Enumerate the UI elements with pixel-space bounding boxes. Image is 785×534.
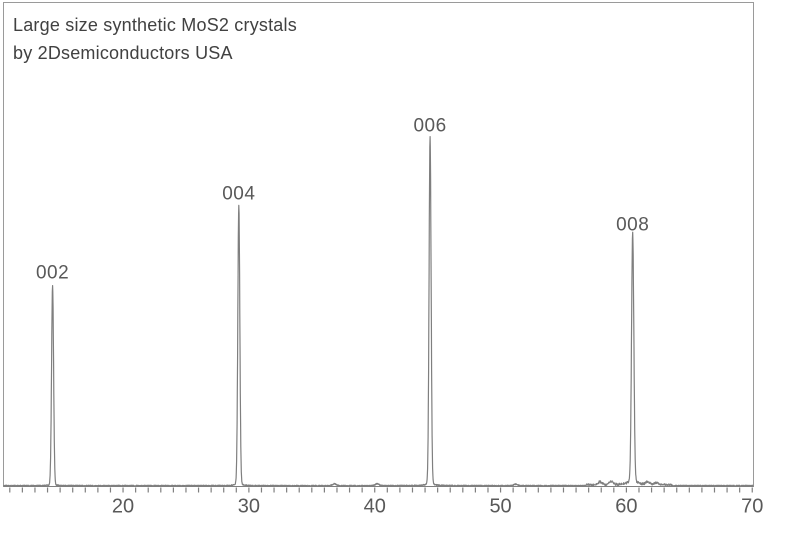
x-axis-tick-label: 20	[112, 496, 134, 518]
x-axis-tick-label: 60	[615, 496, 637, 518]
peak-label: 004	[222, 184, 255, 205]
x-axis-tick-label: 50	[489, 496, 511, 518]
x-axis-tick-label: 40	[364, 496, 386, 518]
plot-frame	[3, 2, 754, 487]
peak-label: 006	[413, 115, 446, 136]
x-axis-tick-label: 30	[238, 496, 260, 518]
peak-label: 002	[36, 263, 69, 284]
xrd-trace	[2, 136, 754, 487]
peak-label: 008	[616, 215, 649, 236]
x-axis-tick-label: 70	[741, 496, 763, 518]
